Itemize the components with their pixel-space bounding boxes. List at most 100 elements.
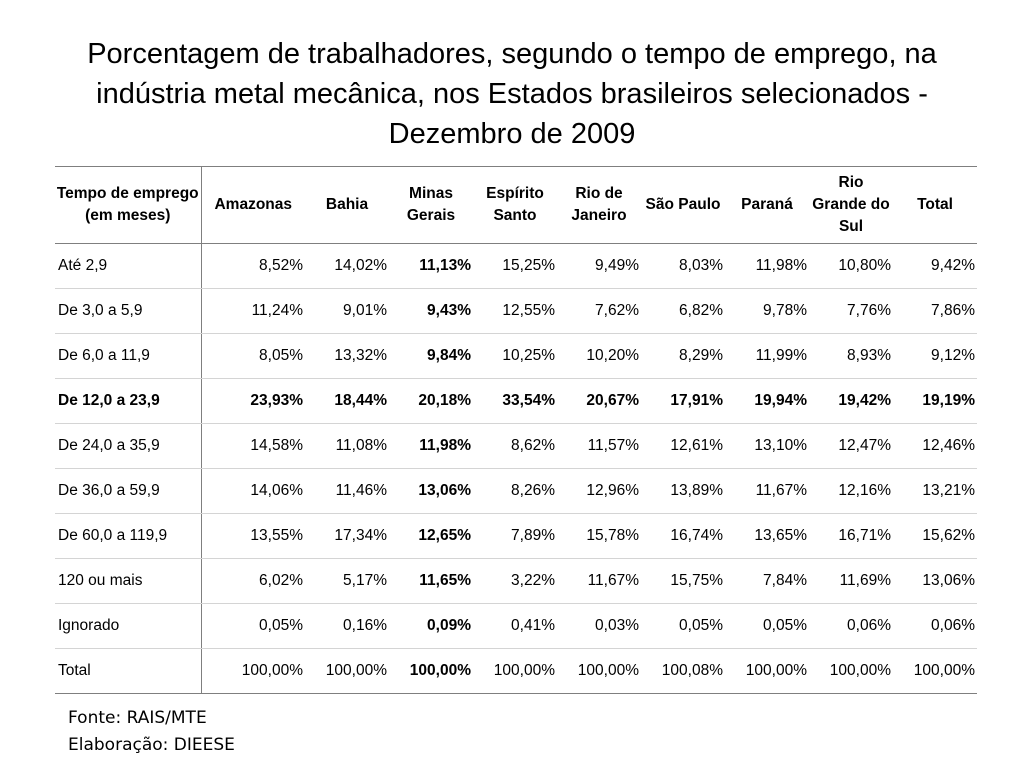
row-label-cell: De 36,0 a 59,9: [55, 468, 202, 514]
header-tempo-de-emprego: Tempo de emprego (em meses): [55, 166, 202, 244]
table-cell: 12,55%: [473, 288, 557, 334]
table-cell: 11,57%: [557, 423, 641, 469]
table-cell: 12,46%: [893, 423, 977, 469]
table-cell: 12,47%: [809, 423, 893, 469]
table-cell: 12,65%: [389, 513, 473, 559]
row-label-cell: Ignorado: [55, 603, 202, 649]
table-cell: 13,06%: [389, 468, 473, 514]
header-amazonas: Amazonas: [201, 166, 305, 244]
table-row: Total 100,00% 100,00% 100,00% 100,00% 100,00%…: [55, 648, 977, 694]
table-cell: 0,41%: [473, 603, 557, 649]
table-cell: 13,06%: [893, 558, 977, 604]
table-cell: 11,46%: [305, 468, 389, 514]
table-cell: 9,84%: [389, 333, 473, 379]
table-cell: 15,78%: [557, 513, 641, 559]
header-rio-grande-do-sul: Rio Grande do Sul: [809, 166, 893, 244]
table-cell: 17,34%: [305, 513, 389, 559]
table-cell: 17,91%: [641, 378, 725, 424]
table-cell: 12,16%: [809, 468, 893, 514]
table-cell: 8,62%: [473, 423, 557, 469]
table-cell: 19,19%: [893, 378, 977, 424]
table-cell: 0,03%: [557, 603, 641, 649]
table-cell: 14,02%: [305, 243, 389, 289]
row-label-cell: 120 ou mais: [55, 558, 202, 604]
table-cell: 5,17%: [305, 558, 389, 604]
header-parana: Paraná: [725, 166, 809, 244]
table-cell: 8,52%: [201, 243, 305, 289]
slide-title: Porcentagem de trabalhadores, segundo o …: [87, 38, 937, 150]
table-cell: 23,93%: [201, 378, 305, 424]
table-cell: 13,89%: [641, 468, 725, 514]
row-label-cell: De 6,0 a 11,9: [55, 333, 202, 379]
table-cell: 13,32%: [305, 333, 389, 379]
table-cell: 9,78%: [725, 288, 809, 334]
table-cell: 6,82%: [641, 288, 725, 334]
table-cell: 12,96%: [557, 468, 641, 514]
table-cell: 9,12%: [893, 333, 977, 379]
table-cell: 100,00%: [809, 648, 893, 694]
table-cell: 100,00%: [473, 648, 557, 694]
table-row: De 60,0 a 119,9 13,55% 17,34% 12,65% 7,89% 15…: [55, 513, 977, 559]
table-cell: 100,00%: [201, 648, 305, 694]
table-cell: 12,61%: [641, 423, 725, 469]
footer: Fonte: RAIS/MTE Elaboração: DIEESE: [68, 705, 235, 759]
table-cell: 13,21%: [893, 468, 977, 514]
table-cell: 100,00%: [725, 648, 809, 694]
table-cell: 10,20%: [557, 333, 641, 379]
table-row: De 36,0 a 59,9 14,06% 11,46% 13,06% 8,26% 12,…: [55, 468, 977, 514]
table-cell: 100,08%: [641, 648, 725, 694]
table-cell: 0,05%: [725, 603, 809, 649]
header-minas-gerais: Minas Gerais: [389, 166, 473, 244]
header-total: Total: [893, 166, 977, 244]
table-cell: 9,01%: [305, 288, 389, 334]
table-cell: 7,84%: [725, 558, 809, 604]
table-cell: 9,43%: [389, 288, 473, 334]
table-cell: 8,05%: [201, 333, 305, 379]
table-cell: 11,98%: [725, 243, 809, 289]
table-cell: 14,06%: [201, 468, 305, 514]
table-cell: 100,00%: [389, 648, 473, 694]
table-cell: 7,62%: [557, 288, 641, 334]
table-cell: 100,00%: [557, 648, 641, 694]
header-sao-paulo: São Paulo: [641, 166, 725, 244]
table-cell: 0,05%: [641, 603, 725, 649]
table-cell: 10,25%: [473, 333, 557, 379]
table-header-row: Tempo de emprego (em meses) Amazonas Bah…: [55, 166, 977, 244]
table-cell: 7,89%: [473, 513, 557, 559]
table-cell: 9,42%: [893, 243, 977, 289]
table-row: De 3,0 a 5,9 11,24% 9,01% 9,43% 12,55% 7,62% 6…: [55, 288, 977, 334]
table-cell: 8,03%: [641, 243, 725, 289]
row-label-cell: De 12,0 a 23,9: [55, 378, 202, 424]
table-cell: 8,93%: [809, 333, 893, 379]
row-label-cell: Até 2,9: [55, 243, 202, 289]
table-cell: 3,22%: [473, 558, 557, 604]
table-cell: 20,18%: [389, 378, 473, 424]
table-cell: 100,00%: [305, 648, 389, 694]
table-cell: 10,80%: [809, 243, 893, 289]
table-cell: 0,06%: [893, 603, 977, 649]
table-cell: 14,58%: [201, 423, 305, 469]
table-cell: 16,74%: [641, 513, 725, 559]
table-cell: 11,99%: [725, 333, 809, 379]
table-cell: 33,54%: [473, 378, 557, 424]
table-cell: 7,76%: [809, 288, 893, 334]
employment-table: Tempo de emprego (em meses) Amazonas Bah…: [55, 166, 977, 694]
table-cell: 11,67%: [557, 558, 641, 604]
header-rio-de-janeiro: Rio de Janeiro: [557, 166, 641, 244]
table-cell: 15,25%: [473, 243, 557, 289]
table-cell: 19,42%: [809, 378, 893, 424]
table-cell: 9,49%: [557, 243, 641, 289]
source-note: Fonte: RAIS/MTE: [68, 708, 207, 728]
table-cell: 13,10%: [725, 423, 809, 469]
table-cell: 11,98%: [389, 423, 473, 469]
table-cell: 8,26%: [473, 468, 557, 514]
header-espirito-santo: Espírito Santo: [473, 166, 557, 244]
table-cell: 0,09%: [389, 603, 473, 649]
table-cell: 18,44%: [305, 378, 389, 424]
row-label-cell: De 60,0 a 119,9: [55, 513, 202, 559]
table-row: Ignorado 0,05% 0,16% 0,09% 0,41% 0,03% 0,05% 0,…: [55, 603, 977, 649]
table-cell: 19,94%: [725, 378, 809, 424]
table-cell: 20,67%: [557, 378, 641, 424]
table-row: Até 2,9 8,52% 14,02% 11,13% 15,25% 9,49% 8,03%…: [55, 243, 977, 289]
elaboration-note: Elaboração: DIEESE: [68, 735, 235, 755]
